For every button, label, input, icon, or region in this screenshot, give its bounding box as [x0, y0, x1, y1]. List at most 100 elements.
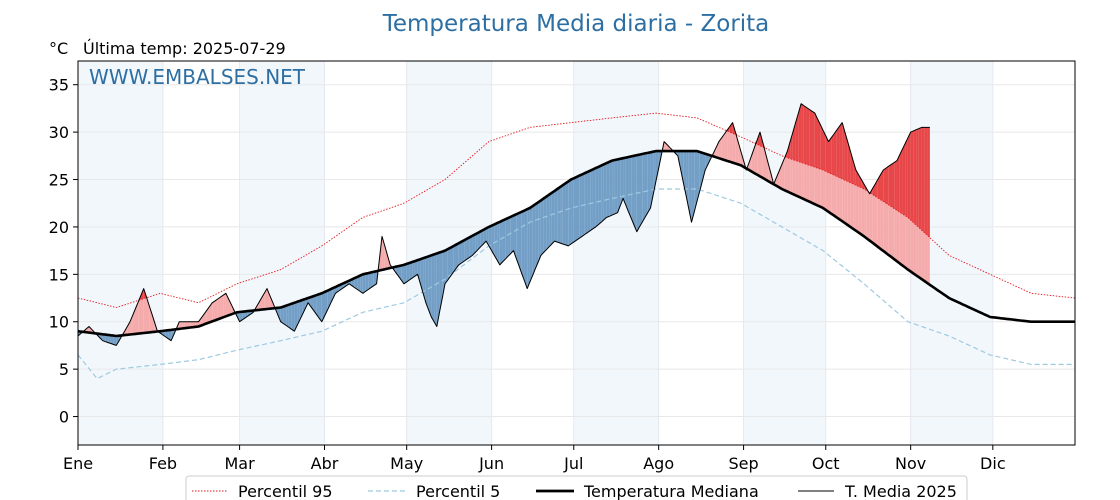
below-median-fill — [527, 207, 530, 289]
above-p95-fill — [735, 132, 739, 136]
legend: Percentil 95 Percentil 5 Temperatura Med… — [185, 475, 968, 500]
above-median-fill — [209, 302, 213, 323]
below-median-fill — [601, 164, 604, 223]
above-p95-fill — [907, 132, 911, 220]
above-median-fill — [765, 152, 769, 182]
below-median-fill — [291, 302, 295, 332]
x-tick-label: Ene — [63, 454, 93, 473]
above-median-fill — [781, 157, 785, 191]
above-p95-fill — [828, 137, 832, 174]
above-p95-fill — [847, 141, 851, 183]
below-median-fill — [546, 194, 550, 250]
above-p95-fill — [872, 184, 876, 197]
y-tick-label: 20 — [49, 218, 69, 237]
below-median-fill — [403, 263, 407, 284]
above-p95-fill — [910, 130, 914, 223]
below-median-fill — [592, 168, 596, 229]
below-median-fill — [406, 262, 410, 282]
below-median-fill — [688, 151, 692, 223]
below-median-fill — [113, 335, 117, 346]
below-median-fill — [414, 260, 418, 277]
below-median-fill — [614, 159, 618, 214]
x-tick-label: Mar — [225, 454, 256, 473]
below-median-fill — [99, 333, 103, 341]
above-p95-fill — [825, 135, 829, 173]
below-median-fill — [286, 304, 289, 328]
above-median-fill — [217, 297, 221, 320]
below-median-fill — [609, 160, 613, 217]
below-median-fill — [302, 298, 306, 315]
above-p95-fill — [883, 168, 887, 204]
above-p95-fill — [809, 109, 813, 167]
above-median-fill — [727, 126, 730, 162]
above-p95-fill — [877, 174, 881, 200]
above-median-fill — [184, 321, 188, 329]
below-median-fill — [401, 264, 404, 284]
above-median-fill — [872, 184, 876, 245]
below-median-fill — [557, 187, 561, 244]
below-median-fill — [464, 238, 467, 262]
above-median-fill — [858, 174, 862, 235]
below-median-fill — [316, 294, 320, 318]
below-median-fill — [357, 275, 361, 292]
below-median-fill — [308, 297, 311, 307]
below-median-fill — [466, 237, 470, 260]
above-p95-fill — [896, 154, 900, 213]
below-median-fill — [655, 151, 659, 182]
above-p95-fill — [817, 118, 821, 170]
above-p95-fill — [927, 127, 930, 238]
below-median-fill — [554, 189, 558, 243]
above-p95-fill — [916, 128, 919, 228]
above-p95-fill — [853, 160, 856, 186]
below-median-fill — [239, 311, 243, 322]
legend-current-label: T. Media 2025 — [844, 482, 957, 500]
x-tick-label: Dic — [980, 454, 1006, 473]
below-median-fill — [634, 155, 637, 232]
above-median-fill — [146, 297, 150, 333]
median-line — [77, 149, 1075, 338]
above-p95-fill — [757, 132, 761, 146]
below-median-fill — [469, 235, 473, 258]
below-median-fill — [595, 166, 599, 227]
below-median-fill — [283, 305, 287, 326]
above-median-fill — [718, 137, 722, 160]
above-p95-fill — [806, 107, 810, 166]
legend-p5-label: Percentil 5 — [416, 482, 500, 500]
below-median-fill — [428, 255, 432, 317]
below-median-fill — [573, 176, 577, 243]
y-tick-label: 0 — [59, 408, 69, 427]
above-median-fill — [269, 295, 273, 309]
deviation-fills — [78, 103, 930, 346]
y-axis: 0 5 10 15 20 25 30 35 — [49, 76, 78, 427]
above-p95-fill — [729, 122, 733, 134]
x-tick-label: Sep — [729, 454, 759, 473]
below-median-fill — [395, 266, 399, 277]
below-median-fill — [365, 273, 369, 292]
watermark: WWW.EMBALSES.NET — [89, 65, 306, 89]
below-median-fill — [499, 220, 503, 265]
above-median-fill — [198, 317, 202, 327]
below-median-fill — [598, 165, 602, 225]
below-median-fill — [165, 330, 169, 339]
below-median-fill — [488, 225, 492, 251]
below-median-fill — [475, 232, 478, 253]
above-median-fill — [768, 163, 771, 183]
month-bands — [78, 61, 993, 445]
above-p95-fill — [839, 122, 843, 179]
below-median-fill — [521, 210, 525, 281]
below-median-fill — [360, 274, 363, 294]
p5-line — [77, 188, 1075, 380]
below-median-fill — [697, 151, 700, 202]
below-median-fill — [329, 288, 333, 305]
y-tick-label: 30 — [49, 123, 69, 142]
above-median-fill — [724, 130, 728, 161]
below-median-fill — [313, 295, 317, 315]
below-median-fill — [417, 259, 421, 284]
p95-line — [77, 112, 1076, 308]
below-median-fill — [294, 301, 298, 332]
above-p95-fill — [844, 132, 848, 182]
below-median-fill — [371, 271, 374, 288]
above-p95-fill — [790, 132, 793, 160]
last-temp-label: Última temp: 2025-07-29 — [83, 39, 286, 58]
above-p95-fill — [886, 166, 889, 205]
